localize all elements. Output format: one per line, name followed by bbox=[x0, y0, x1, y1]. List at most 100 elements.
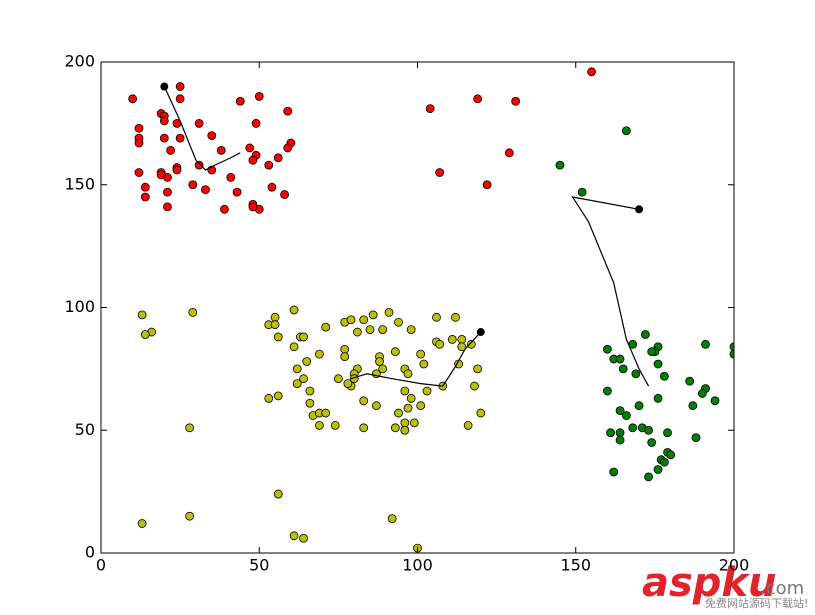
point bbox=[321, 322, 331, 332]
point bbox=[232, 187, 242, 197]
point bbox=[321, 408, 331, 418]
point bbox=[473, 364, 483, 374]
point bbox=[618, 364, 628, 374]
plot-area bbox=[128, 67, 734, 553]
point bbox=[185, 423, 195, 433]
point bbox=[688, 401, 698, 411]
point bbox=[128, 94, 138, 104]
x-tick-label: 150 bbox=[560, 556, 591, 575]
point bbox=[606, 428, 615, 438]
point bbox=[603, 344, 612, 354]
point bbox=[289, 531, 299, 541]
point bbox=[435, 339, 445, 349]
centroid-path bbox=[163, 86, 241, 171]
point bbox=[384, 308, 394, 317]
point bbox=[175, 82, 185, 91]
point bbox=[134, 123, 144, 133]
y-tick-label: 100 bbox=[64, 297, 95, 316]
point bbox=[653, 359, 663, 369]
point bbox=[375, 357, 384, 366]
point bbox=[432, 312, 441, 322]
point bbox=[621, 126, 631, 136]
point bbox=[283, 143, 293, 153]
point bbox=[273, 489, 283, 499]
centroid bbox=[635, 205, 644, 214]
point bbox=[647, 438, 657, 447]
point bbox=[390, 347, 400, 357]
x-tick-label: 100 bbox=[402, 556, 433, 575]
point bbox=[226, 172, 236, 182]
point bbox=[254, 91, 264, 101]
point bbox=[387, 514, 397, 524]
point bbox=[134, 168, 144, 177]
watermark-slogan: 免费网站源码下载站! bbox=[705, 596, 808, 610]
point bbox=[251, 118, 261, 128]
y-tick-label: 200 bbox=[64, 52, 95, 71]
point bbox=[140, 192, 150, 202]
point bbox=[615, 406, 625, 416]
point bbox=[634, 401, 644, 411]
point bbox=[640, 330, 650, 339]
point bbox=[663, 428, 672, 438]
point bbox=[163, 187, 172, 197]
y-tick-label: 0 bbox=[85, 543, 95, 562]
point bbox=[264, 160, 274, 170]
point bbox=[305, 398, 315, 408]
point bbox=[609, 467, 619, 477]
point bbox=[685, 376, 695, 386]
x-tick-label: 50 bbox=[249, 556, 269, 575]
point bbox=[292, 364, 302, 374]
point bbox=[409, 418, 419, 428]
point bbox=[245, 143, 255, 153]
point bbox=[603, 386, 612, 396]
point bbox=[653, 465, 663, 474]
point bbox=[419, 359, 429, 369]
point bbox=[628, 423, 638, 433]
point bbox=[299, 533, 308, 543]
point bbox=[220, 204, 229, 214]
point bbox=[175, 133, 185, 143]
point bbox=[289, 342, 299, 352]
point bbox=[647, 347, 657, 357]
point bbox=[697, 389, 707, 398]
point bbox=[511, 96, 521, 106]
x-tick-label: 200 bbox=[719, 556, 750, 575]
point bbox=[416, 401, 426, 411]
point bbox=[435, 168, 445, 177]
point bbox=[264, 393, 274, 403]
point bbox=[340, 352, 350, 362]
point bbox=[333, 374, 343, 384]
point bbox=[359, 423, 369, 433]
centroid-path bbox=[571, 196, 650, 387]
point bbox=[644, 472, 653, 482]
point bbox=[185, 511, 195, 521]
point bbox=[352, 327, 362, 337]
point bbox=[378, 325, 388, 334]
point bbox=[159, 116, 169, 126]
point bbox=[359, 396, 369, 406]
point bbox=[644, 425, 653, 435]
point bbox=[476, 408, 486, 418]
point bbox=[691, 433, 701, 443]
centroid-path bbox=[350, 331, 482, 387]
point bbox=[248, 202, 258, 212]
point bbox=[403, 403, 413, 413]
point bbox=[292, 379, 302, 389]
point bbox=[365, 325, 375, 334]
point bbox=[710, 396, 720, 406]
y-tick-label: 50 bbox=[75, 420, 95, 439]
point bbox=[504, 148, 514, 158]
point bbox=[140, 330, 150, 339]
point bbox=[248, 155, 258, 165]
point bbox=[140, 182, 150, 192]
point bbox=[299, 332, 308, 342]
point bbox=[406, 325, 416, 334]
point bbox=[194, 160, 204, 170]
point bbox=[172, 165, 182, 175]
point bbox=[137, 310, 147, 320]
point bbox=[166, 145, 176, 155]
point bbox=[359, 315, 369, 325]
point bbox=[134, 138, 144, 148]
y-tick-label: 150 bbox=[64, 174, 95, 193]
